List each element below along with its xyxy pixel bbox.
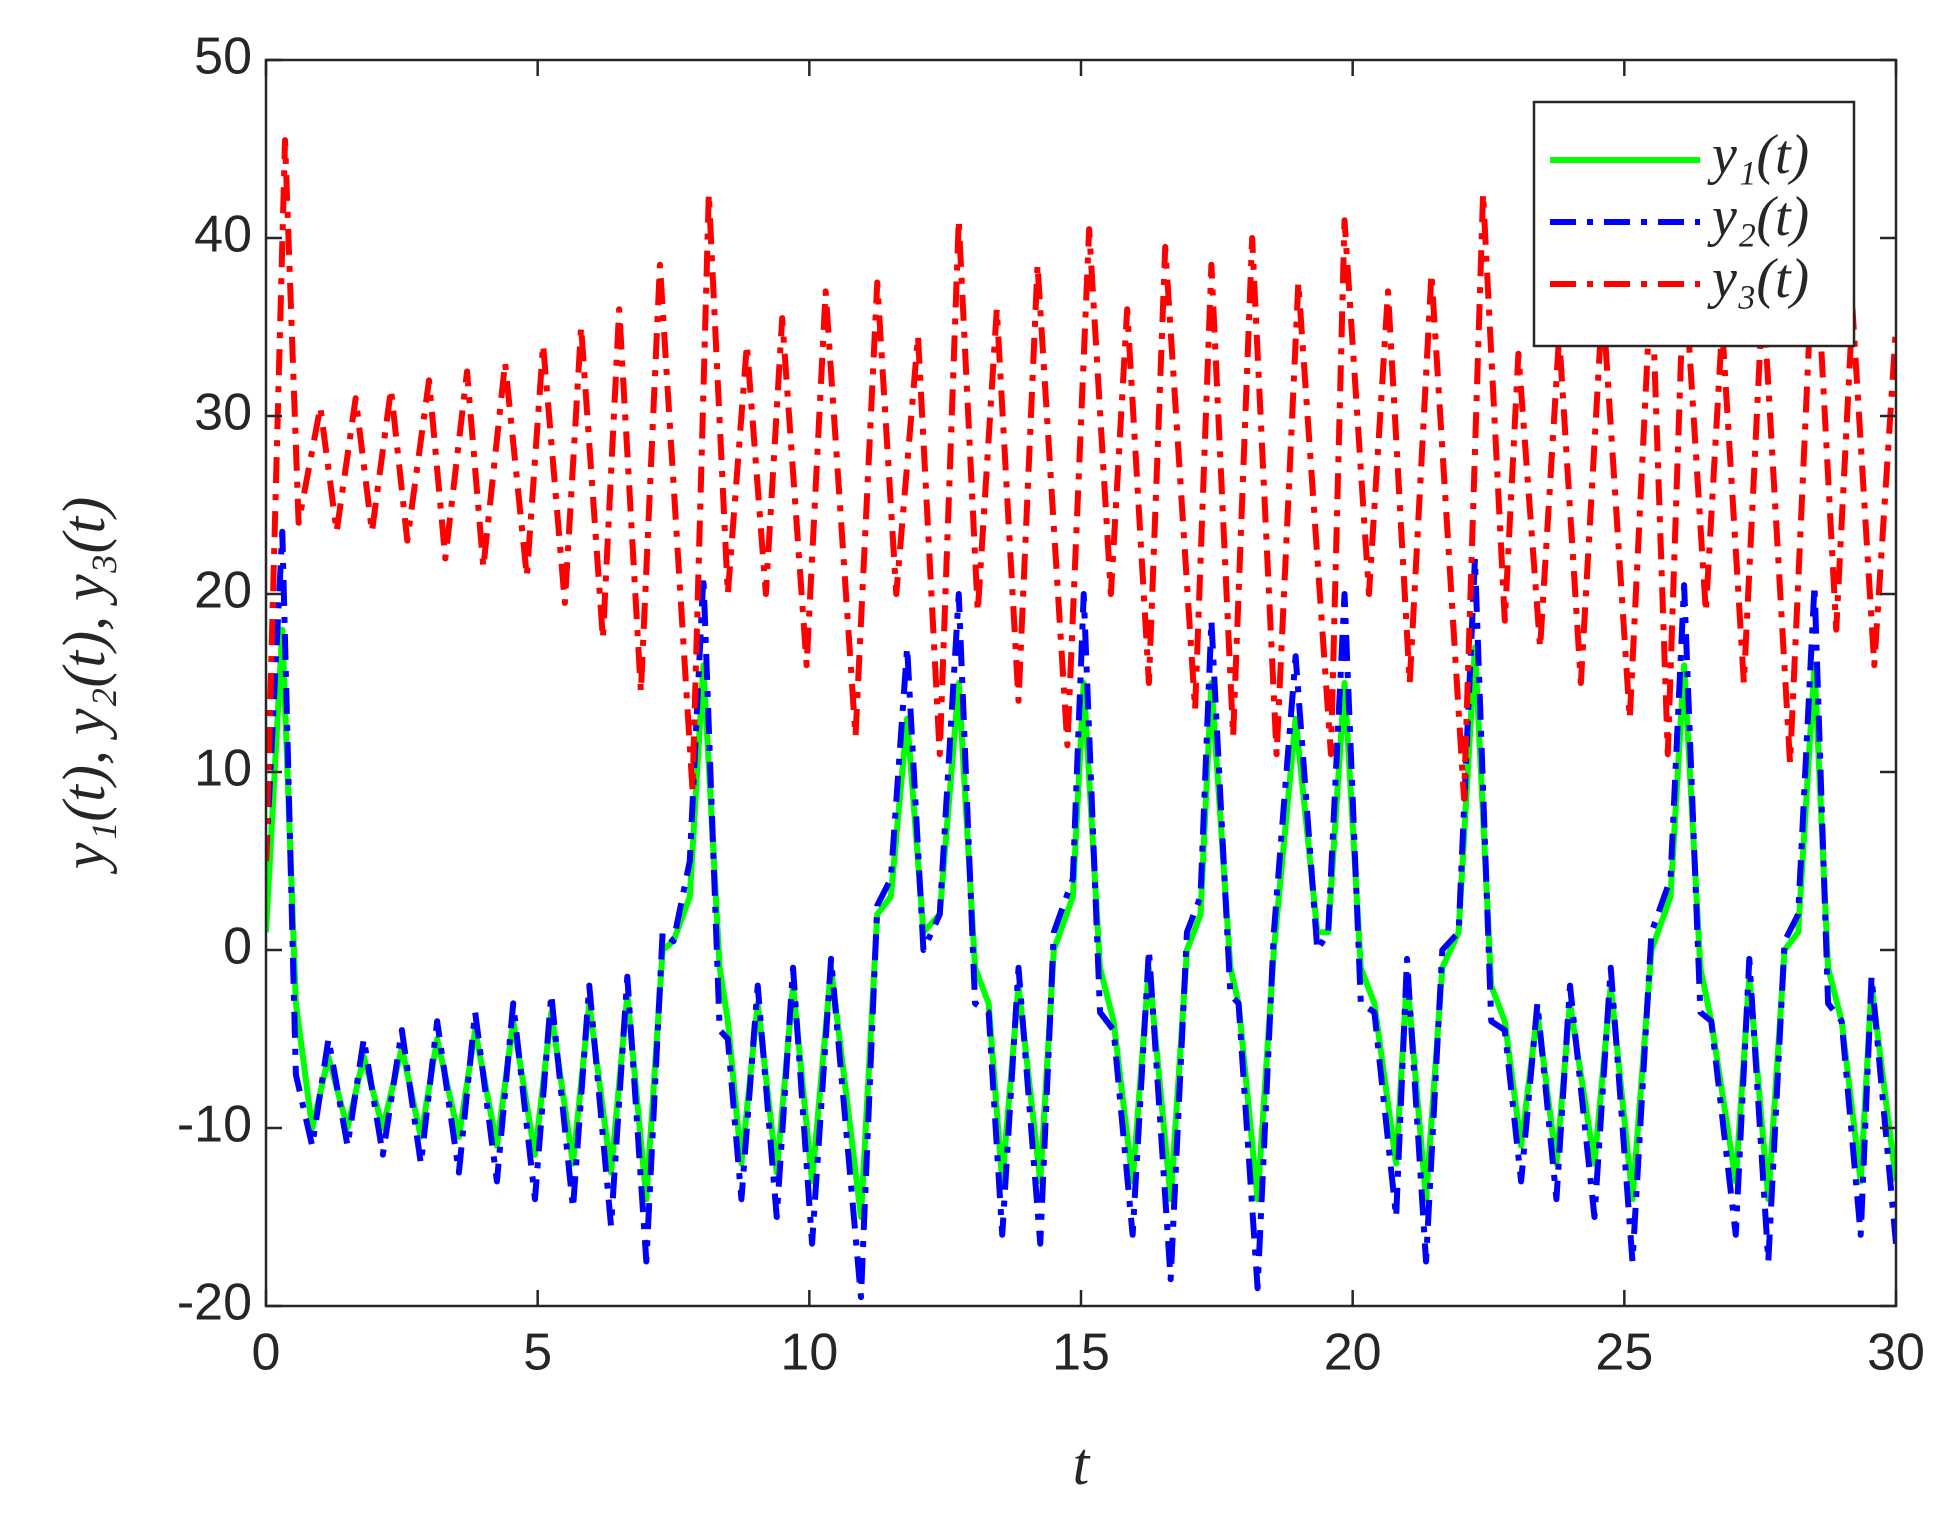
x-tick-label: 0 (252, 1324, 281, 1382)
y-axis-label: y₁(t), y₂(t), y₃(t) (51, 497, 117, 875)
series-line (266, 137, 1896, 862)
x-tick-label: 10 (780, 1324, 838, 1382)
plot-area (266, 137, 1896, 1301)
legend-label: y₂(t) (1707, 186, 1809, 248)
y-tick-label: -10 (177, 1096, 252, 1154)
legend-label: y₁(t) (1707, 124, 1809, 186)
y-tick-label: 30 (194, 384, 252, 442)
y-tick-label: 20 (194, 562, 252, 620)
y-tick-label: 0 (223, 918, 252, 976)
legend: y₁(t)y₂(t)y₃(t) (1532, 100, 1856, 348)
y-tick-label: 50 (194, 28, 252, 86)
legend-label: y₃(t) (1707, 248, 1809, 310)
x-axis-label: t (1073, 1431, 1091, 1497)
y-tick-label: -20 (177, 1274, 252, 1332)
y-tick-label: 10 (194, 740, 252, 798)
series-line (266, 528, 1896, 1301)
x-tick-label: 30 (1867, 1324, 1925, 1382)
x-tick-label: 20 (1324, 1324, 1382, 1382)
y-tick-label: 40 (194, 206, 252, 264)
x-tick-label: 15 (1052, 1324, 1110, 1382)
x-tick-label: 5 (523, 1324, 552, 1382)
x-tick-label: 25 (1595, 1324, 1653, 1382)
